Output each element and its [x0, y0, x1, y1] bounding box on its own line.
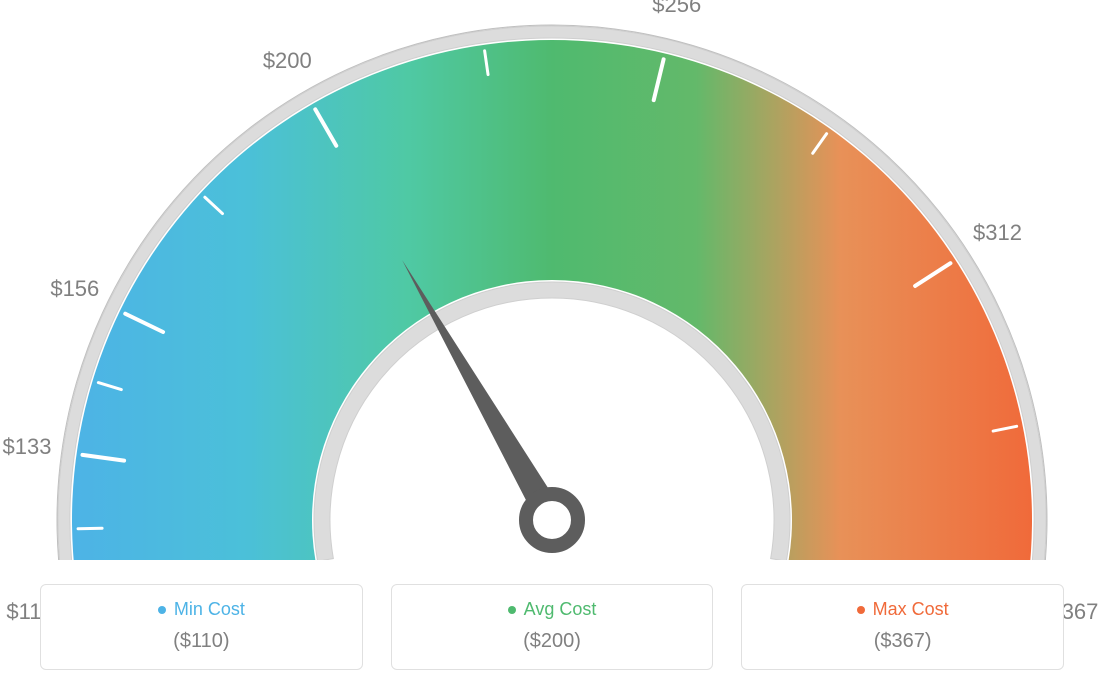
avg-cost-title: Avg Cost — [524, 599, 597, 620]
avg-dot-icon — [508, 606, 516, 614]
min-cost-title: Min Cost — [174, 599, 245, 620]
gauge-chart: $110$133$156$200$256$312$367 — [0, 0, 1104, 560]
gauge-tick-label: $312 — [973, 220, 1022, 246]
max-cost-value: ($367) — [752, 630, 1053, 653]
gauge-tick-label: $200 — [263, 48, 312, 74]
max-cost-title: Max Cost — [873, 599, 949, 620]
min-cost-card: Min Cost ($110) — [40, 584, 363, 670]
gauge-tick-label: $256 — [652, 0, 701, 18]
avg-cost-value: ($200) — [402, 630, 703, 653]
min-dot-icon — [158, 606, 166, 614]
gauge-tick-label: $133 — [3, 434, 52, 460]
min-cost-value: ($110) — [51, 630, 352, 653]
summary-cards: Min Cost ($110) Avg Cost ($200) Max Cost… — [40, 584, 1064, 670]
gauge-tick-label: $156 — [50, 276, 99, 302]
max-dot-icon — [857, 606, 865, 614]
max-cost-card: Max Cost ($367) — [741, 584, 1064, 670]
avg-cost-card: Avg Cost ($200) — [391, 584, 714, 670]
